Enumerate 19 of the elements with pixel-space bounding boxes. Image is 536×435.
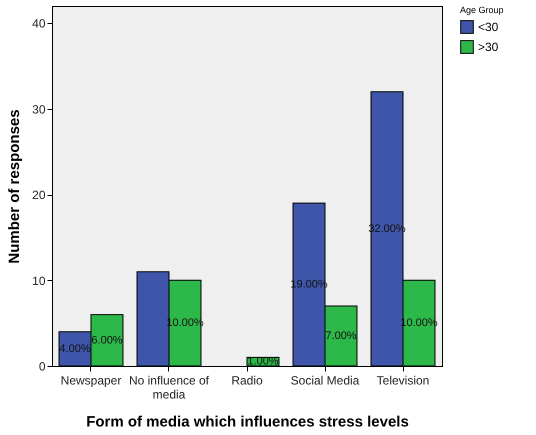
x-tick-label: Television — [376, 374, 430, 388]
y-tick-label: 30 — [32, 102, 46, 116]
y-tick-label: 0 — [38, 360, 46, 374]
data-label: 6.00% — [91, 334, 123, 346]
x-axis-title: Form of media which influences stress levels — [86, 414, 409, 430]
x-tick-label: Social Media — [290, 374, 360, 388]
legend-title: Age Group — [460, 5, 504, 15]
data-label: 1.00% — [247, 356, 279, 368]
x-tick-label: No influence of media — [128, 374, 210, 402]
x-tick-label: Newspaper — [60, 374, 122, 388]
legend-label: <30 — [478, 20, 499, 34]
y-tick-label: 20 — [32, 188, 46, 202]
y-axis-title: Number of responses — [6, 109, 24, 264]
y-tick-label: 10 — [32, 274, 46, 288]
legend-label: >30 — [478, 40, 499, 54]
x-tick-label: Radio — [231, 374, 263, 388]
data-label: 7.00% — [325, 330, 357, 342]
data-label: 4.00% — [59, 342, 91, 355]
y-tick-label: 40 — [32, 16, 46, 31]
